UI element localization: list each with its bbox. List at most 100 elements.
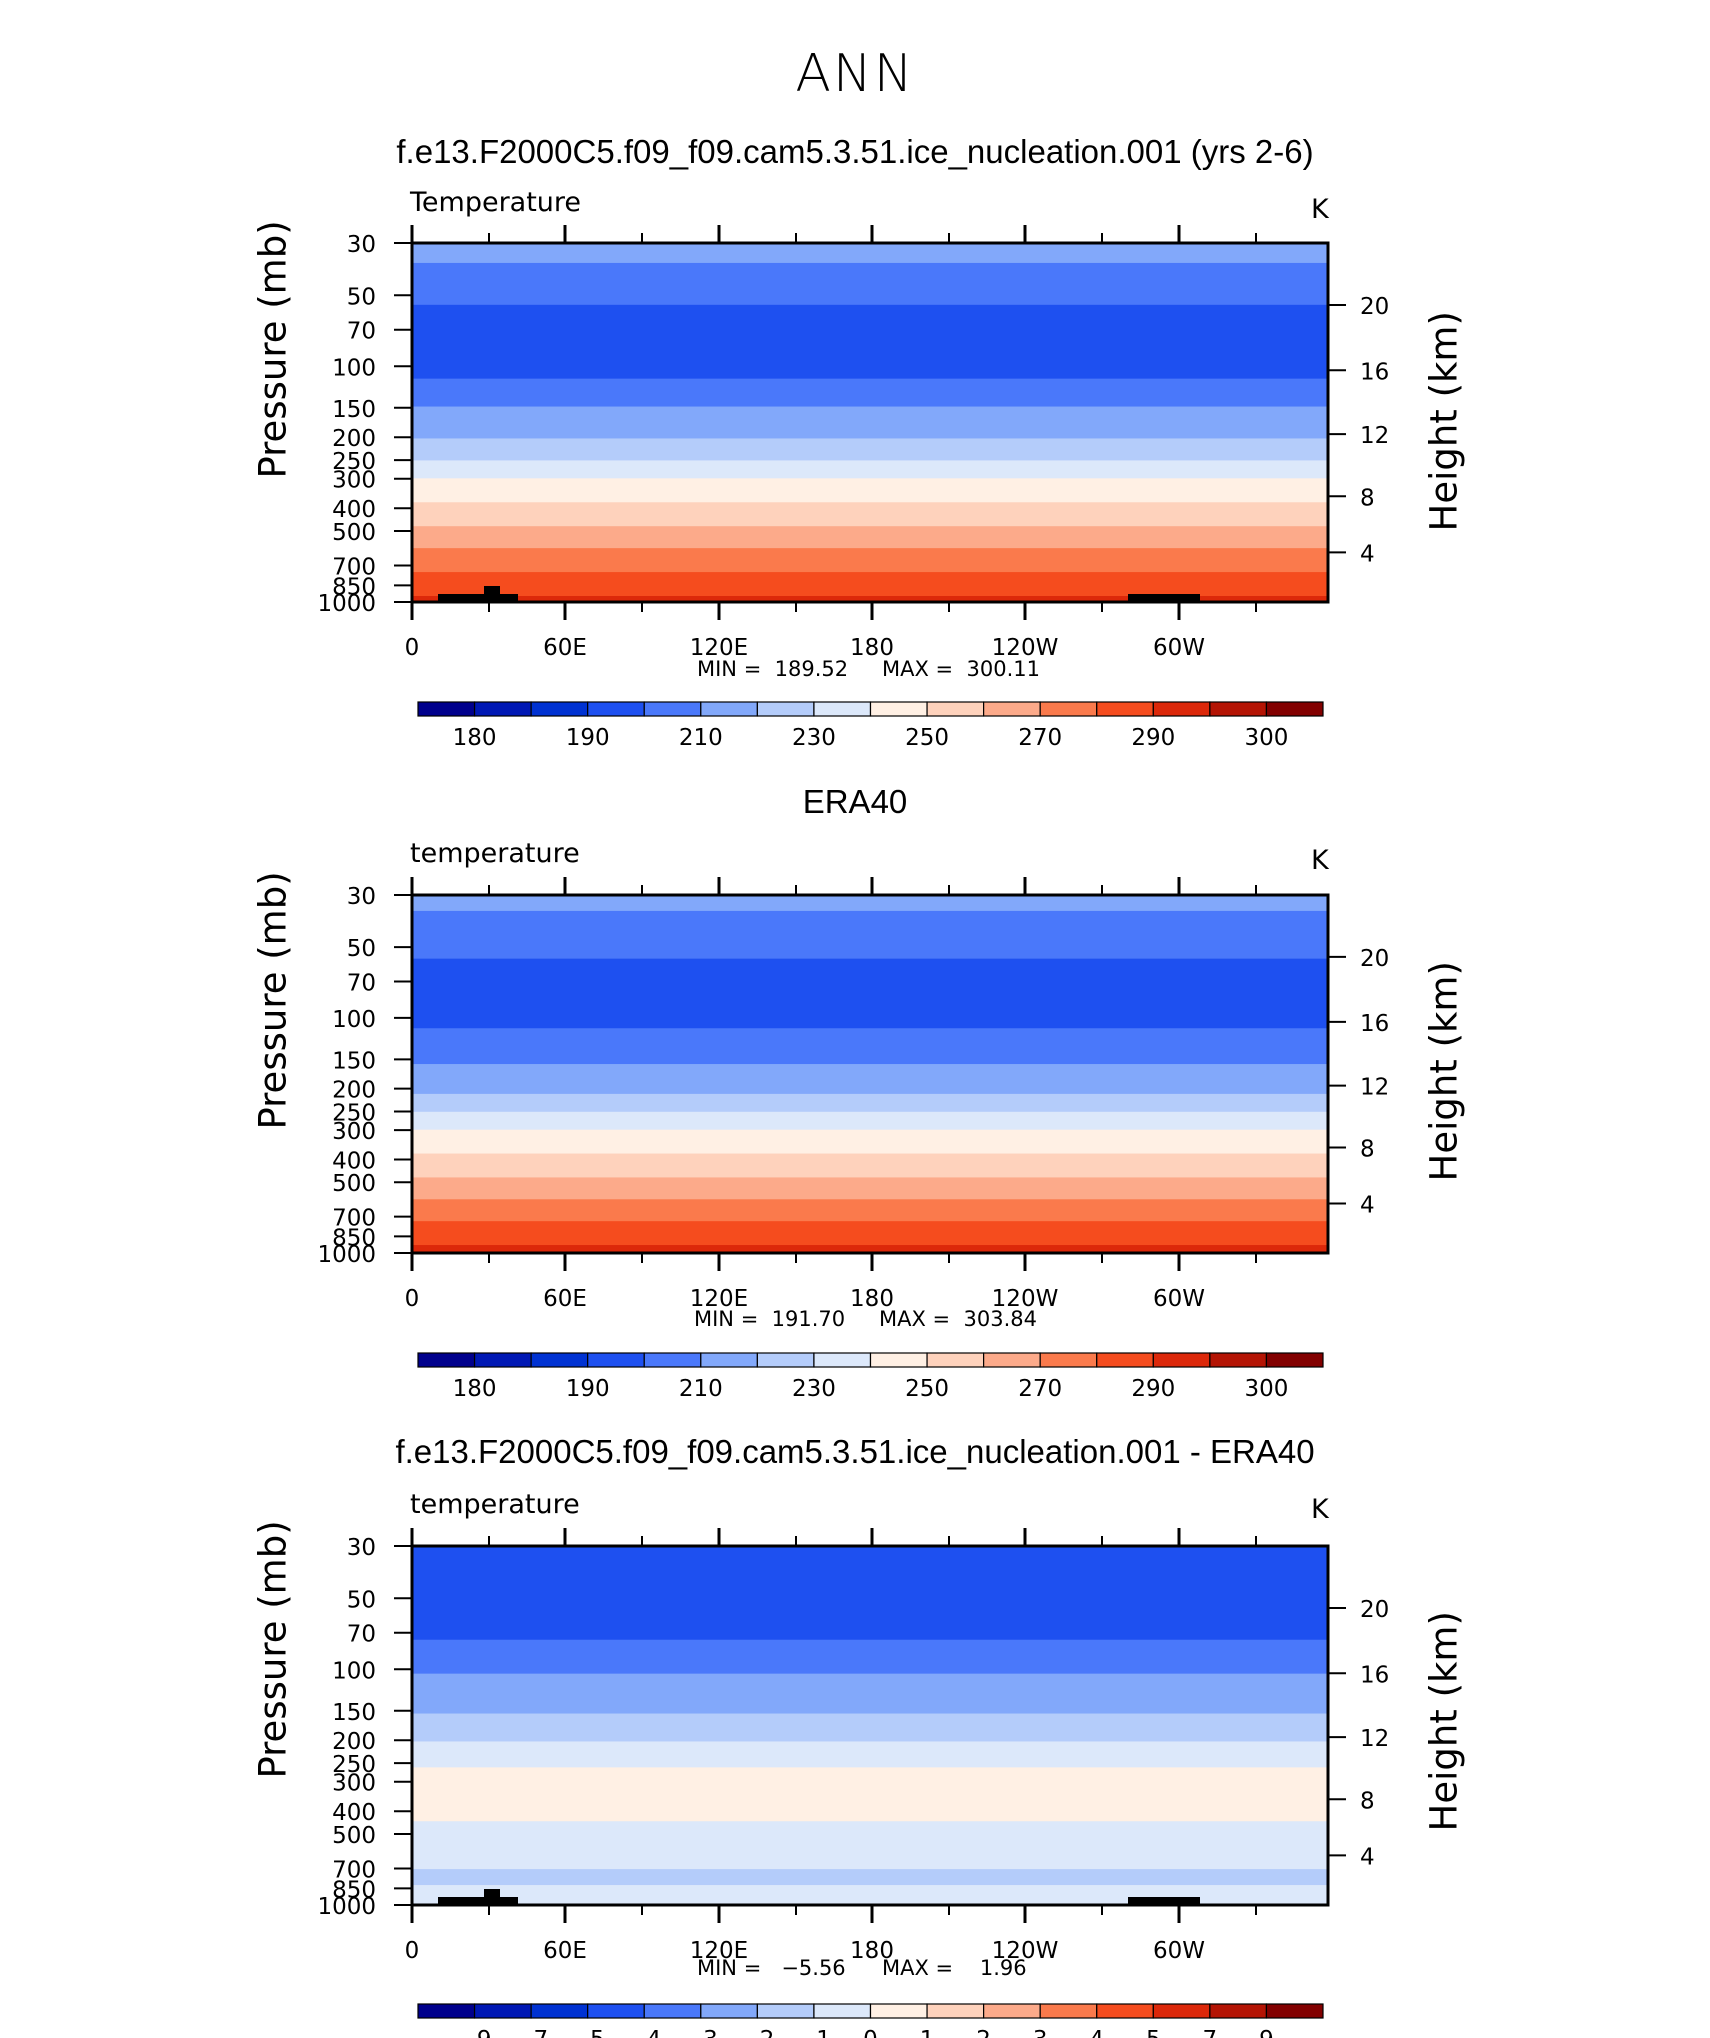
contour-band	[412, 942, 1328, 946]
colorbar-label: 3	[1033, 2027, 1048, 2038]
contour-band	[412, 256, 1328, 260]
contour-band	[412, 916, 1328, 920]
contour-band	[412, 1687, 1328, 1691]
contour-band	[412, 1883, 1328, 1886]
y-right-tick-label: 16	[1360, 359, 1389, 385]
contour-band	[412, 1827, 1328, 1830]
contour-band	[412, 1871, 1328, 1874]
contour-band	[412, 1729, 1328, 1733]
contour-band	[412, 1715, 1328, 1719]
colorbar-label: 290	[1131, 1376, 1175, 1402]
contour-band	[412, 280, 1328, 284]
contour-band	[412, 1018, 1328, 1021]
colorbar-box	[700, 2003, 758, 2019]
contour-band	[412, 298, 1328, 302]
plot-frame	[410, 1544, 1330, 1907]
contour-band	[412, 1153, 1328, 1157]
contour-band	[412, 356, 1328, 360]
contour-band	[412, 1205, 1328, 1208]
plot-frame	[410, 893, 1330, 1255]
y-right-tick-label: 16	[1360, 1662, 1389, 1688]
contour-band	[412, 1711, 1328, 1715]
contour-band	[412, 1635, 1328, 1639]
contour-band	[412, 1085, 1328, 1089]
contour-band	[412, 350, 1328, 354]
contour-band	[412, 1657, 1328, 1661]
contour-band	[412, 1651, 1328, 1655]
contour-band	[412, 1725, 1328, 1729]
contour-band	[412, 1549, 1328, 1553]
contour-band	[412, 1867, 1328, 1870]
contour-band	[412, 1665, 1328, 1669]
colorbar-label: 4	[1089, 2027, 1104, 2038]
contour-band	[412, 1709, 1328, 1713]
y-tick-label: 300	[332, 468, 376, 494]
topography-block	[438, 594, 518, 602]
contour-band	[412, 1787, 1328, 1790]
contour-band	[412, 332, 1328, 336]
contour-band	[412, 1077, 1328, 1081]
contour-band	[412, 496, 1328, 499]
x-tick-label: 120W	[992, 1286, 1059, 1312]
y-tick-label: 500	[332, 520, 376, 546]
max-value: MAX = 300.11	[882, 657, 1040, 681]
contour-band	[412, 352, 1328, 356]
colorbar-box	[756, 2003, 815, 2019]
y-tick-label: 850	[332, 574, 376, 600]
y-tick-label: 1000	[317, 591, 376, 617]
contour-band	[412, 1215, 1328, 1218]
contour-band	[412, 380, 1328, 384]
contour-band	[412, 274, 1328, 278]
contour-band	[412, 1093, 1328, 1097]
contour-band	[412, 1889, 1328, 1892]
contour-band	[412, 536, 1328, 539]
contour-band	[412, 1759, 1328, 1762]
contour-band	[412, 1863, 1328, 1866]
contour-band	[412, 582, 1328, 585]
y-right-tick-label: 12	[1360, 423, 1389, 449]
contour-band	[412, 1070, 1328, 1073]
contour-band	[412, 1195, 1328, 1198]
contour-band	[412, 1044, 1328, 1047]
contour-band	[412, 1603, 1328, 1607]
y-tick-label: 250	[332, 449, 376, 475]
y-tick-label: 200	[332, 426, 376, 452]
contour-band	[412, 1139, 1328, 1143]
contour-band	[412, 454, 1328, 458]
contour-band	[412, 1221, 1328, 1224]
colorbar-label: 230	[792, 1376, 836, 1402]
contour-band	[412, 898, 1328, 902]
contour-band	[412, 982, 1328, 986]
x-tick-label: 0	[405, 1938, 420, 1964]
contour-band	[412, 1749, 1328, 1753]
y-tick-label: 30	[347, 884, 376, 910]
contour-band	[412, 994, 1328, 998]
contour-band	[412, 578, 1328, 581]
y-right-tick-label: 4	[1360, 1193, 1375, 1219]
contour-band	[412, 938, 1328, 942]
y-tick-label: 50	[347, 1587, 376, 1613]
contour-band	[412, 554, 1328, 557]
y-right-tick-label: 20	[1360, 1597, 1389, 1623]
contour-band	[412, 498, 1328, 501]
contour-band	[412, 322, 1328, 326]
contour-band	[412, 1875, 1328, 1878]
contour-band	[412, 1107, 1328, 1111]
contour-band	[412, 592, 1328, 595]
contour-band	[412, 1769, 1328, 1772]
contour-band	[412, 424, 1328, 428]
y-tick-label: 100	[332, 355, 376, 381]
colorbar-label: −3	[684, 2027, 718, 2038]
contour-band	[412, 346, 1328, 350]
contour-band	[412, 486, 1328, 489]
y-tick-label: 500	[332, 1823, 376, 1849]
contour-band	[412, 1575, 1328, 1579]
y-tick-label: 50	[347, 284, 376, 310]
contour-band	[412, 1707, 1328, 1711]
contour-band	[412, 1719, 1328, 1723]
contour-band	[412, 1028, 1328, 1031]
contour-band	[412, 382, 1328, 386]
contour-band	[412, 1669, 1328, 1673]
colorbar-label: 0	[863, 2027, 878, 2038]
contour-band	[412, 1869, 1328, 1872]
